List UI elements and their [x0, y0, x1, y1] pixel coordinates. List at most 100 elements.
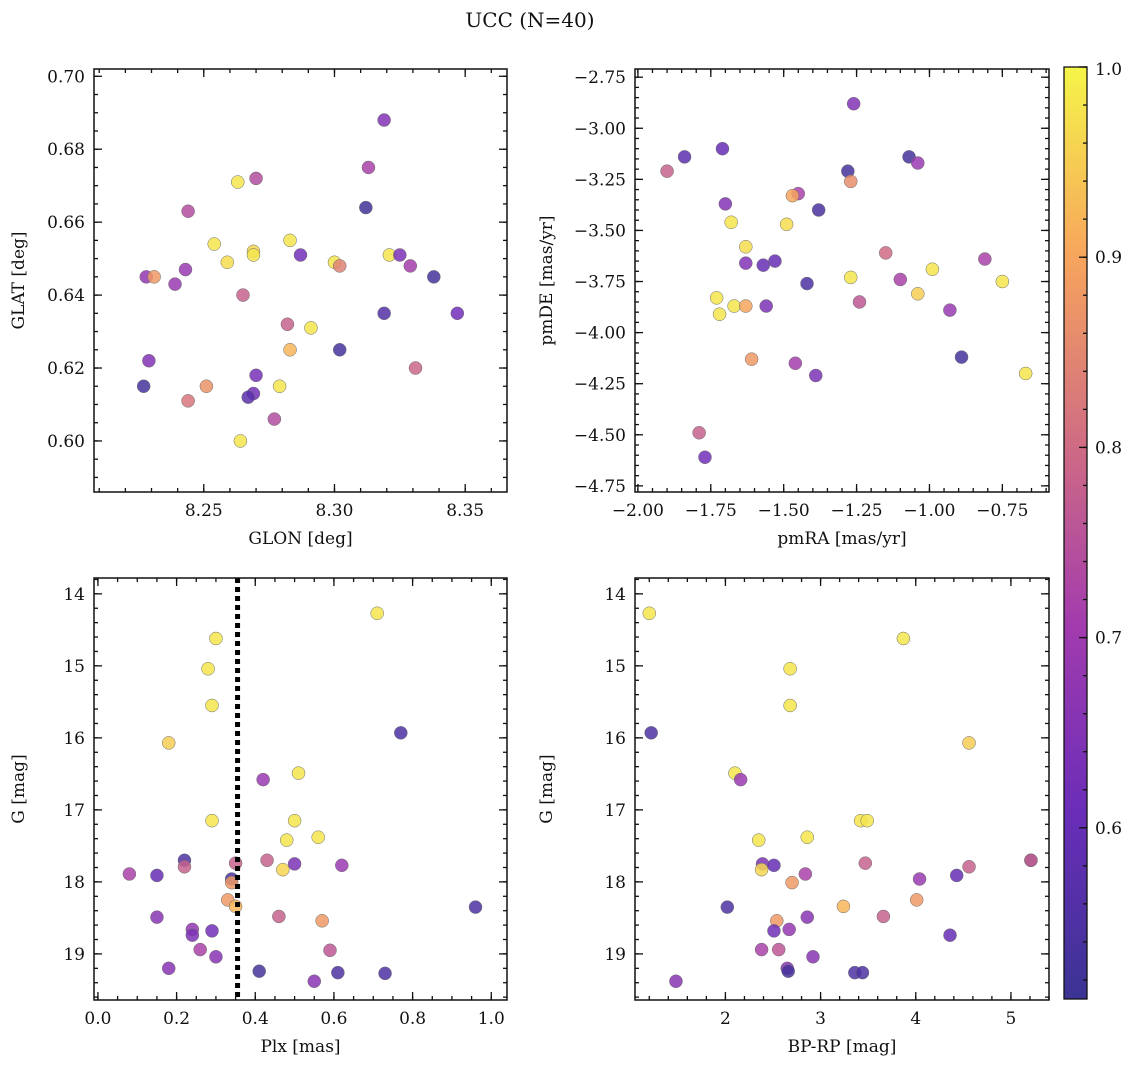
data-point: [978, 252, 992, 266]
data-point: [800, 910, 815, 924]
x-tick-label: −1.50: [758, 501, 810, 521]
data-point: [767, 924, 781, 938]
data-point: [136, 379, 151, 393]
data-point: [783, 661, 797, 676]
x-tick-label: 0.8: [399, 1009, 426, 1029]
data-point: [660, 164, 674, 178]
data-point: [260, 853, 274, 868]
y-axis-label: pmDE [mas/yr]: [537, 215, 557, 345]
data-point: [205, 813, 219, 828]
data-point: [246, 248, 261, 262]
data-point: [450, 306, 465, 321]
data-point: [788, 356, 803, 371]
data-point: [177, 860, 192, 874]
panel-plx-g: 0.0 0.2 0.4 0.6 0.8 1.0 14 15 16 17 18 19 Plx [mas] G…: [9, 577, 508, 1057]
data-point: [291, 766, 306, 780]
x-tick-label: 0.4: [242, 1009, 269, 1029]
data-point: [283, 343, 297, 357]
data-point: [150, 910, 164, 924]
data-point: [669, 974, 683, 989]
y-tick-label: 14: [604, 585, 626, 605]
y-tick-label: −4.25: [574, 375, 626, 395]
y-tick-label: −2.75: [574, 68, 626, 88]
data-point: [767, 858, 781, 873]
y-tick-label: −4.00: [574, 324, 626, 344]
data-point: [836, 899, 851, 914]
data-point: [205, 698, 219, 713]
data-point: [209, 631, 223, 646]
data-point: [256, 772, 270, 787]
colorbar-tick-label: 1.0: [1095, 60, 1122, 80]
data-point: [712, 307, 727, 321]
data-point: [709, 291, 724, 305]
data-point: [733, 772, 748, 787]
x-tick-label: 8.25: [185, 501, 223, 521]
colorbar-tick-label: 0.9: [1095, 248, 1122, 268]
y-axis-label: G [mag]: [537, 754, 557, 823]
colorbar-tick-label: 0.6: [1095, 819, 1122, 839]
x-tick-label: 1.0: [478, 1009, 505, 1029]
x-tick-label: −2.00: [612, 501, 664, 521]
data-point: [754, 862, 769, 877]
x-axis-label: GLON [deg]: [248, 529, 352, 549]
data-point: [744, 352, 759, 366]
data-point: [759, 299, 773, 313]
data-point: [878, 246, 893, 260]
data-point: [876, 909, 891, 924]
data-point: [677, 150, 692, 164]
data-point: [779, 217, 794, 232]
axes-frame: [93, 68, 508, 493]
data-point: [161, 961, 176, 976]
data-point: [798, 867, 813, 881]
data-point: [858, 856, 873, 870]
data-point: [283, 233, 297, 248]
data-point: [249, 368, 263, 383]
x-tick-label: 8.35: [446, 501, 484, 521]
data-point: [739, 256, 753, 270]
x-tick-label: 0.2: [163, 1009, 190, 1029]
data-point: [809, 368, 823, 383]
colorbar-tick-label: 0.8: [1095, 438, 1122, 458]
data-point: [800, 276, 814, 291]
data-point: [280, 317, 295, 332]
data-point: [331, 965, 345, 980]
y-tick-label: 0.64: [47, 286, 85, 306]
data-point: [692, 425, 706, 440]
y-tick-label: 0.62: [47, 359, 85, 379]
x-tick-label: 8.30: [316, 501, 354, 521]
x-tick-label: −1.00: [903, 501, 955, 521]
y-tick-label: −4.75: [574, 477, 626, 497]
y-tick-label: 17: [604, 801, 626, 821]
y-tick-label: 0.60: [47, 432, 85, 452]
x-axis-label: pmRA [mas/yr]: [777, 529, 906, 549]
data-point: [272, 909, 286, 924]
data-point: [781, 964, 795, 978]
data-point: [293, 248, 308, 262]
data-point: [468, 900, 483, 914]
data-point: [911, 156, 925, 170]
x-axis-label: Plx [mas]: [260, 1037, 340, 1057]
data-point: [370, 606, 384, 621]
y-tick-label: 16: [604, 729, 626, 749]
colorbar: 0.6 0.7 0.8 0.9 1.0: [1063, 60, 1122, 1000]
data-point: [800, 830, 815, 844]
data-point: [236, 288, 250, 302]
data-point: [287, 813, 302, 828]
data-point: [142, 353, 156, 368]
y-tick-label: −3.75: [574, 273, 626, 293]
data-point: [220, 255, 235, 270]
data-point: [205, 924, 219, 938]
data-point: [272, 379, 287, 393]
y-tick-label: 19: [63, 945, 85, 965]
data-point: [408, 361, 423, 375]
data-point: [181, 394, 195, 408]
data-point: [785, 875, 799, 890]
y-tick-label: 0.66: [47, 213, 85, 233]
data-point: [224, 875, 239, 890]
data-point: [642, 606, 657, 621]
axes-frame: [634, 577, 1050, 1001]
data-point: [335, 858, 349, 873]
data-point: [768, 254, 782, 268]
data-point: [252, 964, 266, 978]
data-point: [201, 661, 215, 676]
